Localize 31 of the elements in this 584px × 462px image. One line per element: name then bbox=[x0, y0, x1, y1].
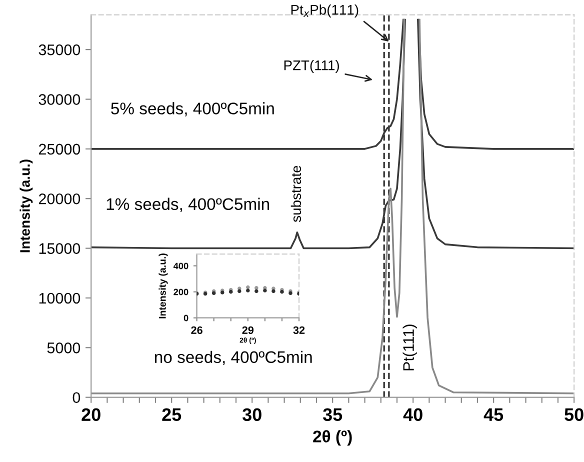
y-tick-label: 35000 bbox=[38, 44, 80, 56]
x-tick-label: 40 bbox=[403, 408, 422, 421]
text: 1% seeds, 400ºC5min bbox=[106, 198, 270, 212]
x-tick-label: 20 bbox=[82, 408, 100, 421]
series-label: no seeds, 400ºC5min bbox=[154, 350, 312, 366]
x-tick-label: 35 bbox=[322, 408, 342, 422]
y-axis-title: Intensity (a.u.) bbox=[158, 254, 168, 318]
x-tick-label: 30 bbox=[242, 408, 262, 422]
annotation: PZT(111) bbox=[284, 60, 339, 73]
annotation: substrate bbox=[290, 166, 302, 222]
x-tick-label: 50 bbox=[564, 408, 584, 421]
annotation: Pt$_{x}$Pb(111) bbox=[291, 4, 358, 18]
y-tick-label: 200 bbox=[174, 288, 188, 296]
y-tick-label: 0 bbox=[184, 314, 188, 322]
y-axis-title: Intensity (a.u.) bbox=[20, 160, 33, 252]
y-tick-label: 25000 bbox=[38, 144, 80, 155]
annotation: Pt(111) bbox=[402, 324, 417, 370]
y-tick-label: 15000 bbox=[39, 243, 80, 254]
y-tick-label: 0 bbox=[72, 392, 80, 404]
y-tick-label: 10000 bbox=[39, 292, 80, 304]
x-tick-label: 25 bbox=[162, 408, 182, 421]
y-tick-label: 5000 bbox=[47, 342, 80, 354]
x-axis-title: 2θ (º) bbox=[313, 430, 352, 446]
y-tick-label: 400 bbox=[173, 262, 188, 270]
x-tick-label: 45 bbox=[484, 408, 504, 421]
x-tick-label: 32 bbox=[293, 326, 305, 334]
x-tick-label: 29 bbox=[242, 326, 254, 334]
series-label: 5% seeds, 400ºC5min bbox=[111, 102, 274, 116]
y-tick-label: 30000 bbox=[38, 94, 80, 105]
y-tick-label: 20000 bbox=[38, 193, 80, 204]
x-tick-label: 26 bbox=[191, 326, 202, 334]
